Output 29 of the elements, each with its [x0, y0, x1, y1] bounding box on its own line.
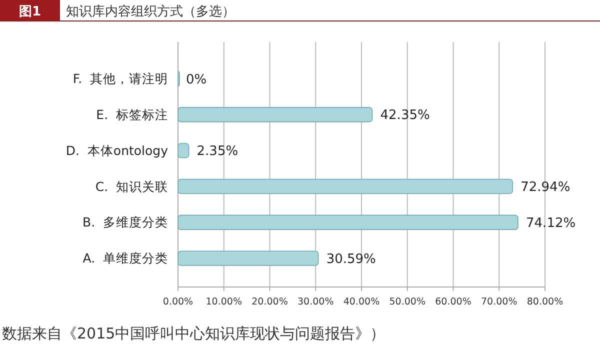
x-tick-label: 20.00%	[252, 296, 288, 308]
y-tick-label: D. 本体ontology	[66, 142, 169, 158]
data-label: 42.35%	[380, 108, 430, 124]
data-label: 72.94%	[520, 180, 570, 196]
x-tick-label: 30.00%	[298, 296, 334, 308]
x-tick-label: 50.00%	[389, 296, 426, 308]
bar	[178, 214, 518, 230]
y-tick-label: F. 其他，请注明	[72, 71, 168, 86]
bar	[178, 178, 514, 194]
bar	[178, 107, 373, 122]
y-tick-label: E. 标签标注	[96, 107, 168, 122]
bar	[178, 142, 190, 158]
x-tick-label: 80.00%	[526, 296, 564, 308]
x-tick-label: 40.00%	[343, 296, 380, 308]
x-tick-label: 70.00%	[481, 296, 518, 308]
data-label: 30.59%	[326, 252, 376, 267]
y-tick-label: B. 多维度分类	[82, 214, 168, 230]
x-tick-label: 0.00%	[162, 296, 194, 308]
caption: 图1	[18, 4, 42, 20]
data-label: 74.12%	[526, 216, 576, 231]
x-tick-label: 10.00%	[206, 296, 242, 308]
y-tick-label: A. 单维度分类	[82, 250, 168, 266]
bar	[178, 250, 319, 266]
y-tick-label: C. 知识关联	[95, 178, 168, 194]
data-label: 0%	[186, 72, 207, 88]
data-label: 2.35%	[196, 144, 238, 160]
x-tick-label: 60.00%	[435, 296, 472, 308]
chart-title: 知识库内容组织方式（多选）	[66, 4, 235, 20]
text: 数据来自《2015中国呼叫中心知识库现状与问题报告》）	[2, 324, 386, 342]
